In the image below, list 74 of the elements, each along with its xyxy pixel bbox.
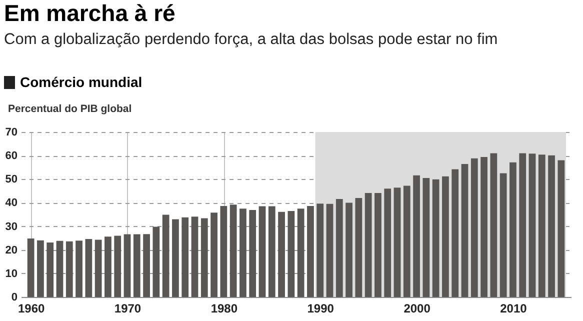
bar: [510, 162, 516, 297]
x-tick-label: 2000: [404, 302, 431, 316]
bar: [432, 179, 440, 297]
bar: [210, 212, 218, 297]
bar: [364, 193, 372, 297]
x-tick-label: 2010: [500, 302, 528, 316]
bar: [191, 216, 198, 297]
x-tick-label: 1980: [210, 302, 238, 316]
bar: [85, 239, 92, 297]
bar: [528, 154, 536, 297]
y-tick-label: 60: [5, 150, 18, 162]
y-tick-label: 70: [5, 126, 18, 138]
bar: [500, 173, 507, 297]
bar: [442, 176, 449, 297]
x-tick-label: 1990: [307, 302, 334, 316]
bar: [394, 188, 401, 297]
bar: [182, 217, 189, 297]
bar: [355, 198, 362, 297]
bar: [27, 238, 34, 297]
bar: [172, 219, 179, 297]
bar: [413, 175, 420, 297]
bar: [278, 212, 285, 297]
y-axis-title: Percentual do PIB global: [8, 103, 132, 115]
bar: [249, 210, 256, 297]
bar: [384, 188, 392, 297]
bar: [403, 186, 410, 297]
y-tick-label: 30: [5, 220, 18, 233]
bar: [133, 234, 140, 297]
bar: [104, 236, 112, 297]
bar: [220, 206, 228, 297]
bar: [143, 234, 150, 297]
bar: [162, 214, 170, 297]
y-tick-label: 20: [5, 244, 18, 256]
bar: [336, 198, 343, 297]
y-tick-label: 40: [5, 197, 18, 210]
bar: [452, 169, 459, 297]
y-tick-label: 50: [5, 174, 18, 186]
bar: [37, 240, 44, 297]
bar: [124, 234, 131, 297]
bar: [230, 204, 237, 297]
bar: [56, 240, 64, 297]
bar: [268, 206, 276, 297]
bar: [307, 206, 314, 297]
y-tick-label: 0: [11, 292, 18, 304]
x-tick-label: 1960: [18, 302, 45, 316]
bar: [470, 158, 478, 297]
bar: [76, 240, 82, 297]
bar: [548, 155, 555, 297]
bar: [480, 156, 488, 297]
bar: [152, 226, 160, 297]
bar: [66, 241, 73, 297]
bar: [490, 153, 498, 297]
bar: [346, 202, 352, 297]
bar: [461, 164, 468, 297]
bar: [240, 208, 246, 297]
bar: [288, 210, 295, 297]
x-tick-label: 1970: [114, 302, 142, 316]
chart-title: Em marcha à ré: [4, 0, 176, 27]
bar: [374, 193, 382, 297]
bar: [258, 206, 266, 297]
chart-subtitle: Com a globalização perdendo força, a alta das bolsas pode estar no fim: [4, 31, 498, 49]
y-tick-label: 10: [5, 268, 18, 280]
bar: [316, 204, 324, 297]
bar: [558, 160, 565, 297]
bar: [422, 178, 430, 297]
bar: [94, 240, 102, 297]
text: Comércio mundial: [20, 74, 142, 90]
bar: [114, 236, 122, 297]
bar: [538, 154, 546, 297]
bar: [519, 153, 526, 297]
bar: [200, 218, 208, 297]
bar: [46, 242, 54, 297]
bar: [297, 208, 304, 297]
bar: [326, 204, 334, 297]
